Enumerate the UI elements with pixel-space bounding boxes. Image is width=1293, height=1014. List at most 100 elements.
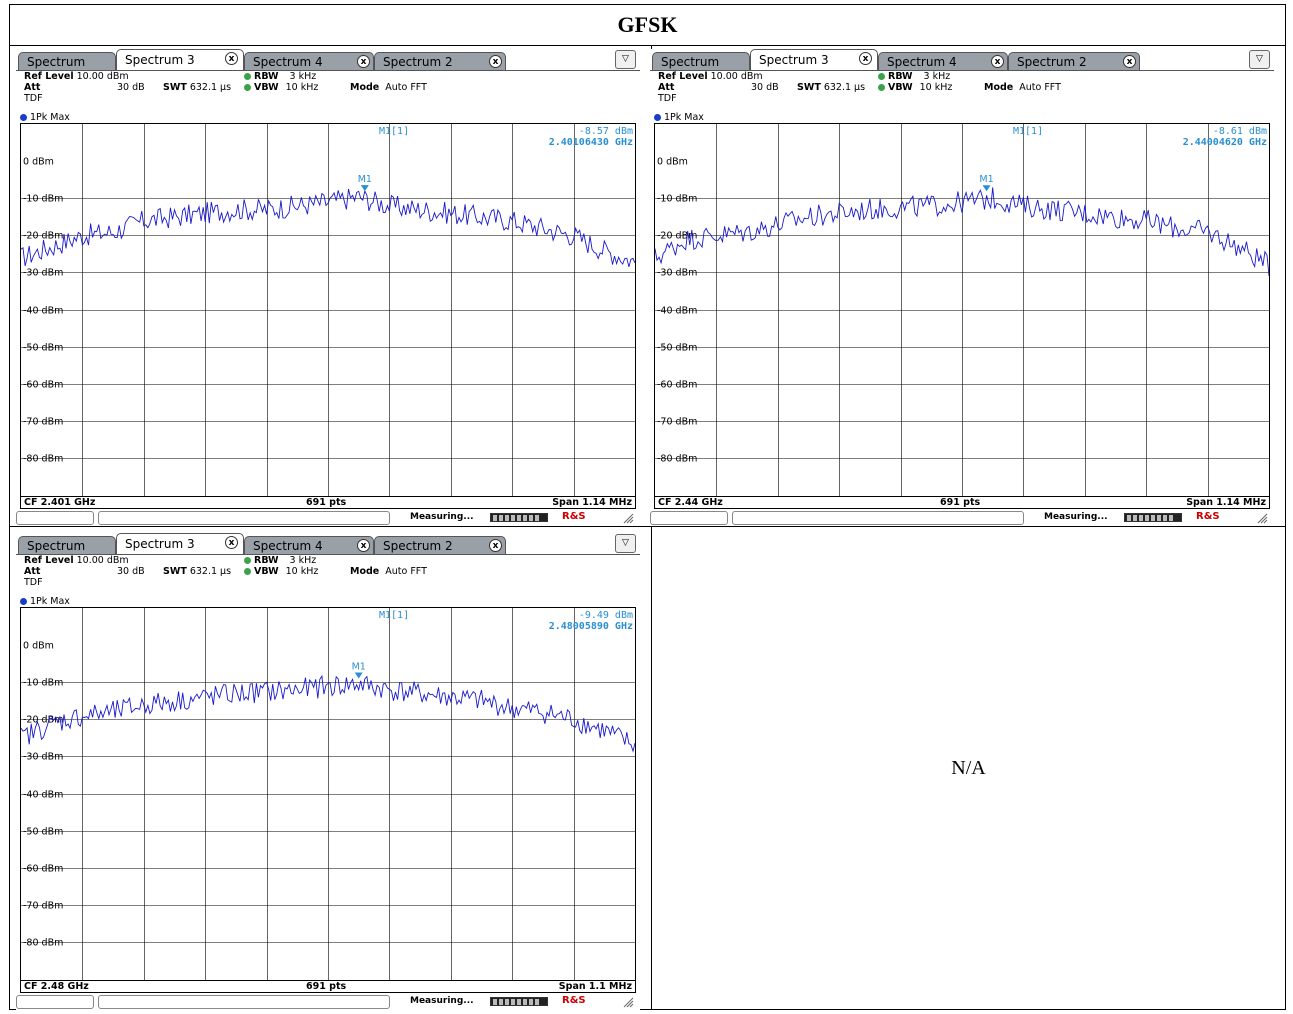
- tab-spectrum-3[interactable]: Spectrum 3 x: [116, 533, 244, 555]
- vbw-label: VBW: [254, 82, 279, 93]
- status-bar: Measuring... R&S: [16, 510, 640, 526]
- tab-label: Spectrum 2: [383, 539, 453, 553]
- mode-value: Auto FFT: [385, 566, 427, 577]
- y-tick-label: -50 dBm: [657, 343, 697, 354]
- marker-readout-frequency: 2.48005890 GHz: [549, 621, 633, 632]
- tab-spectrum-3[interactable]: Spectrum 3 x: [750, 49, 878, 71]
- swt-value: 632.1 µs: [823, 82, 866, 93]
- close-icon[interactable]: x: [225, 52, 238, 65]
- close-icon[interactable]: x: [489, 539, 502, 552]
- vbw-value: 10 kHz: [285, 82, 319, 93]
- vbw-value: 10 kHz: [919, 82, 953, 93]
- trace-label: 1Pk Max: [20, 112, 636, 123]
- sweep-points: 691 pts: [940, 497, 981, 508]
- swt-label: SWT: [797, 82, 821, 93]
- plot-frame: [20, 123, 636, 497]
- marker-readout-level: -8.61 dBm: [1213, 126, 1267, 137]
- close-icon[interactable]: x: [357, 55, 370, 68]
- y-tick-label: -70 dBm: [23, 417, 63, 428]
- status-field-2: [98, 995, 390, 1009]
- y-tick-label: -70 dBm: [23, 901, 63, 912]
- y-tick-label: -70 dBm: [657, 417, 697, 428]
- tab-spectrum-4[interactable]: Spectrum 4 x: [878, 52, 1008, 70]
- tab-spectrum[interactable]: Spectrum: [18, 52, 116, 70]
- progress-bar: [490, 997, 548, 1006]
- tab-spectrum[interactable]: Spectrum: [652, 52, 750, 70]
- tab-spectrum-3[interactable]: Spectrum 3 x: [116, 49, 244, 71]
- resize-grip-icon[interactable]: [1256, 512, 1268, 524]
- center-frequency: CF 2.48 GHz: [24, 981, 89, 992]
- mode-value: Auto FFT: [385, 82, 427, 93]
- menu-icon[interactable]: ▽: [615, 50, 636, 69]
- spectrum-analyzer-screenshot-2: Spectrum Spectrum 4 x Spectrum 2 x Spectru…: [650, 49, 1274, 526]
- resize-grip-icon[interactable]: [622, 512, 634, 524]
- close-icon[interactable]: x: [1123, 55, 1136, 68]
- menu-icon[interactable]: ▽: [1249, 50, 1270, 69]
- close-icon[interactable]: x: [489, 55, 502, 68]
- not-applicable-cell: N/A: [951, 756, 986, 779]
- ref-level-value: 10.00 dBm: [76, 555, 129, 566]
- vbw-value: 10 kHz: [285, 566, 319, 577]
- spectrum-trace: [21, 674, 635, 753]
- tab-spectrum[interactable]: Spectrum: [18, 536, 116, 554]
- tab-spectrum-2[interactable]: Spectrum 2 x: [374, 536, 506, 554]
- close-icon[interactable]: x: [859, 52, 872, 65]
- tab-bar: Spectrum Spectrum 4 x Spectrum 2 x Spectru…: [16, 533, 640, 555]
- trace-name: 1Pk Max: [30, 112, 70, 123]
- ref-level-label: Ref Level: [24, 71, 74, 82]
- rbw-value: 3 kHz: [289, 555, 317, 566]
- tab-spectrum-2[interactable]: Spectrum 2 x: [1008, 52, 1140, 70]
- tab-bar: Spectrum Spectrum 4 x Spectrum 2 x Spectru…: [16, 49, 640, 71]
- marker-readout-name: M1[1]: [379, 126, 409, 137]
- vbw-label: VBW: [888, 82, 913, 93]
- y-tick-label: 0 dBm: [23, 157, 54, 168]
- status-dot-icon: [878, 84, 885, 91]
- sweep-points: 691 pts: [306, 981, 347, 992]
- status-field-1: [650, 511, 728, 525]
- tab-label: Spectrum 2: [383, 55, 453, 69]
- progress-bar: [490, 513, 548, 522]
- settings-header: Ref Level 10.00 dBm Att 30 dB TDF SWT 63…: [658, 71, 1268, 111]
- spectrum-analyzer-screenshot-1: Spectrum Spectrum 4 x Spectrum 2 x Spectru…: [16, 49, 640, 526]
- ref-level-value: 10.00 dBm: [710, 71, 763, 82]
- plot-footer: CF 2.401 GHz 691 pts Span 1.14 MHz: [20, 497, 636, 509]
- measuring-status: Measuring...: [1044, 512, 1108, 522]
- y-tick-label: -80 dBm: [23, 938, 63, 949]
- tdf-label: TDF: [24, 93, 43, 104]
- rs-logo: R&S: [562, 995, 586, 1006]
- status-dot-icon: [878, 73, 885, 80]
- spectrum-plot: 0 dBm -10 dBm -20 dBm -30 dBm -40 dBm -50 dBm…: [21, 124, 635, 496]
- rbw-label: RBW: [888, 71, 913, 82]
- y-tick-label: -40 dBm: [23, 790, 63, 801]
- mode-label: Mode: [984, 82, 1014, 93]
- marker-readout-level: -8.57 dBm: [579, 126, 633, 137]
- tab-spectrum-4[interactable]: Spectrum 4 x: [244, 52, 374, 70]
- rbw-value: 3 kHz: [289, 71, 317, 82]
- rs-logo: R&S: [1196, 511, 1220, 522]
- close-icon[interactable]: x: [225, 536, 238, 549]
- marker-readout-name: M1[1]: [379, 610, 409, 621]
- tab-label: Spectrum: [27, 55, 86, 69]
- trace-name: 1Pk Max: [30, 596, 70, 607]
- y-tick-label: -60 dBm: [23, 864, 63, 875]
- status-dot-icon: [244, 568, 251, 575]
- tab-label: Spectrum 4: [253, 539, 323, 553]
- status-field-2: [732, 511, 1024, 525]
- tab-spectrum-4[interactable]: Spectrum 4 x: [244, 536, 374, 554]
- marker-m1-label: M1: [358, 174, 372, 185]
- sweep-points: 691 pts: [306, 497, 347, 508]
- close-icon[interactable]: x: [357, 539, 370, 552]
- tab-label: Spectrum: [27, 539, 86, 553]
- tab-spectrum-2[interactable]: Spectrum 2 x: [374, 52, 506, 70]
- tab-label: Spectrum 4: [887, 55, 957, 69]
- center-frequency: CF 2.44 GHz: [658, 497, 723, 508]
- tdf-label: TDF: [658, 93, 677, 104]
- y-tick-label: 0 dBm: [657, 157, 688, 168]
- span: Span 1.1 MHz: [558, 981, 632, 992]
- spectrum-trace: [21, 188, 635, 268]
- menu-icon[interactable]: ▽: [615, 534, 636, 553]
- resize-grip-icon[interactable]: [622, 996, 634, 1008]
- y-tick-label: 0 dBm: [23, 641, 54, 652]
- row-divider: [10, 526, 1285, 527]
- close-icon[interactable]: x: [991, 55, 1004, 68]
